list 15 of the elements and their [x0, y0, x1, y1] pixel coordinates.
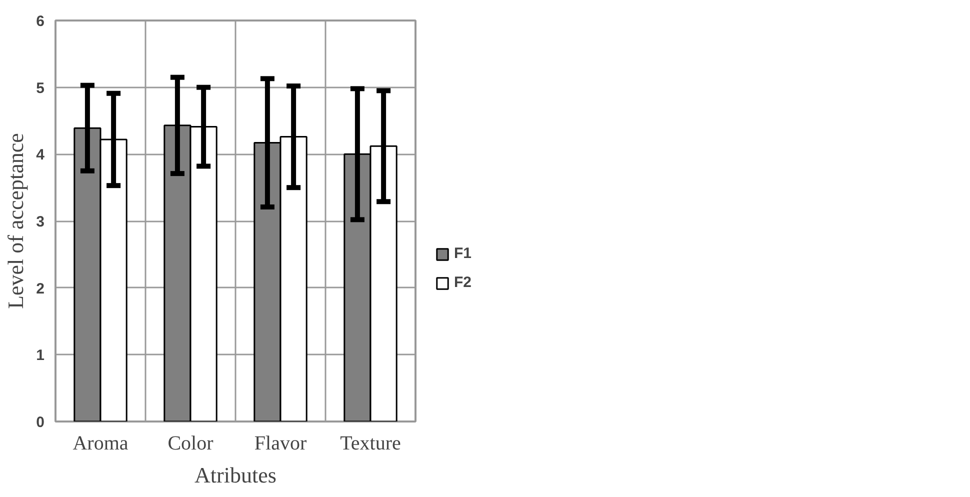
legend-label: F2 — [454, 274, 473, 291]
y-tick-label: 3 — [36, 214, 44, 230]
y-tick-label: 2 — [36, 280, 44, 298]
x-axis-title: Atributes — [194, 462, 276, 488]
y-tick-label: 1 — [36, 347, 44, 364]
y-tick-label: 5 — [36, 80, 44, 97]
legend-label: F1 — [454, 245, 473, 262]
y-axis-title: Level of acceptance — [3, 133, 28, 309]
y-tick-label: 4 — [36, 146, 46, 164]
x-tick-label: Texture — [340, 432, 402, 454]
x-tick-label: Aroma — [72, 432, 128, 454]
x-tick-label: Color — [168, 432, 214, 454]
y-tick-label: 6 — [36, 13, 44, 30]
y-tick-label: 0 — [36, 414, 44, 431]
x-tick-label: Flavor — [254, 432, 307, 454]
